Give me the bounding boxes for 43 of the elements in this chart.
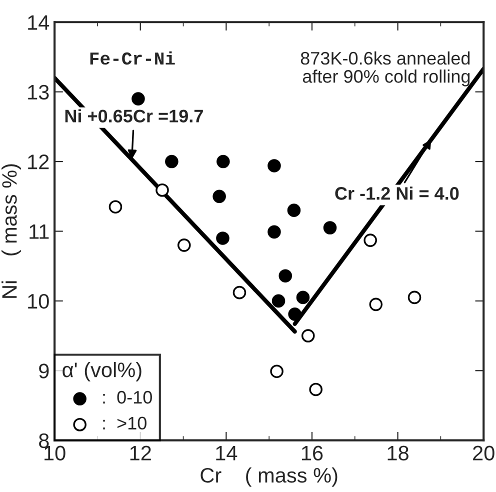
point (309, 382, 322, 396)
point (301, 329, 315, 342)
point (216, 232, 230, 245)
point (268, 159, 281, 172)
annotation: Cr -1.2 Ni = 4.0 (335, 186, 459, 200)
point (165, 154, 178, 168)
y-tick-label: 10 (28, 294, 49, 309)
y-tick-label: 9 (39, 364, 49, 378)
x-tick-label: 16 (302, 446, 323, 461)
annotation: Ni +0.65Cr =19.7 (65, 109, 203, 122)
point (156, 183, 169, 197)
point (272, 294, 286, 308)
x-tick-label: 14 (216, 446, 238, 460)
legend-label: : 0-10 (103, 390, 152, 404)
point (323, 221, 337, 234)
y-tick-label: 11 (30, 224, 49, 239)
y-axis-title: Ni ( mass %) (2, 164, 21, 298)
x-tick-label: 12 (130, 446, 151, 460)
point (268, 225, 281, 239)
x-tick-label: 20 (473, 446, 494, 461)
point (270, 364, 284, 378)
point (216, 154, 230, 168)
y-tick-label: 12 (28, 154, 49, 170)
legend-title: α' (vol%) (62, 362, 142, 382)
y-tick-label: 13 (28, 84, 49, 100)
x-tick-label: 18 (388, 446, 408, 461)
x-axis-title: Cr ( mass %) (200, 467, 338, 487)
legend-label: : >10 (103, 416, 146, 430)
point (369, 298, 383, 312)
point (288, 308, 302, 321)
annotation: Fe-Cr-Ni (90, 51, 175, 65)
point (232, 286, 246, 300)
annotation: 873K-0.6ks annealed after 90% cold rolling (300, 51, 470, 86)
point (212, 190, 226, 204)
point (278, 269, 292, 282)
point (177, 238, 191, 252)
point (132, 92, 145, 106)
point (296, 290, 310, 304)
point (108, 200, 122, 214)
point (287, 204, 301, 217)
point (408, 290, 422, 304)
point (364, 234, 377, 247)
y-tick-label: 14 (28, 15, 50, 30)
